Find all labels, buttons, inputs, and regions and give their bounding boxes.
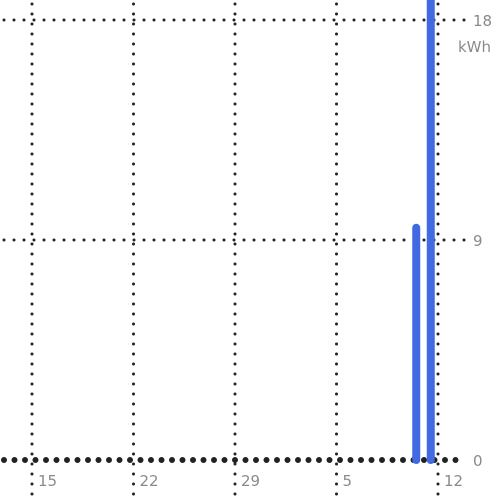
x-tick-label: 12 — [444, 472, 463, 490]
vertical-grid — [30, 2, 440, 498]
x-tick-label: 15 — [38, 472, 57, 490]
x-tick-labels: 15 22 29 5 12 — [38, 472, 463, 490]
y-tick-label: 9 — [473, 232, 483, 250]
horizontal-grid — [2, 18, 468, 242]
x-tick-label: 29 — [241, 472, 260, 490]
bar-series — [412, 0, 435, 464]
x-tick-label: 22 — [140, 472, 159, 490]
y-tick-label: 0 — [473, 452, 483, 470]
y-unit-label: kWh — [458, 38, 491, 56]
x-tick-label: 5 — [343, 472, 353, 490]
y-tick-labels: 0 9 18 — [473, 12, 492, 470]
y-tick-label: 18 — [473, 12, 492, 30]
